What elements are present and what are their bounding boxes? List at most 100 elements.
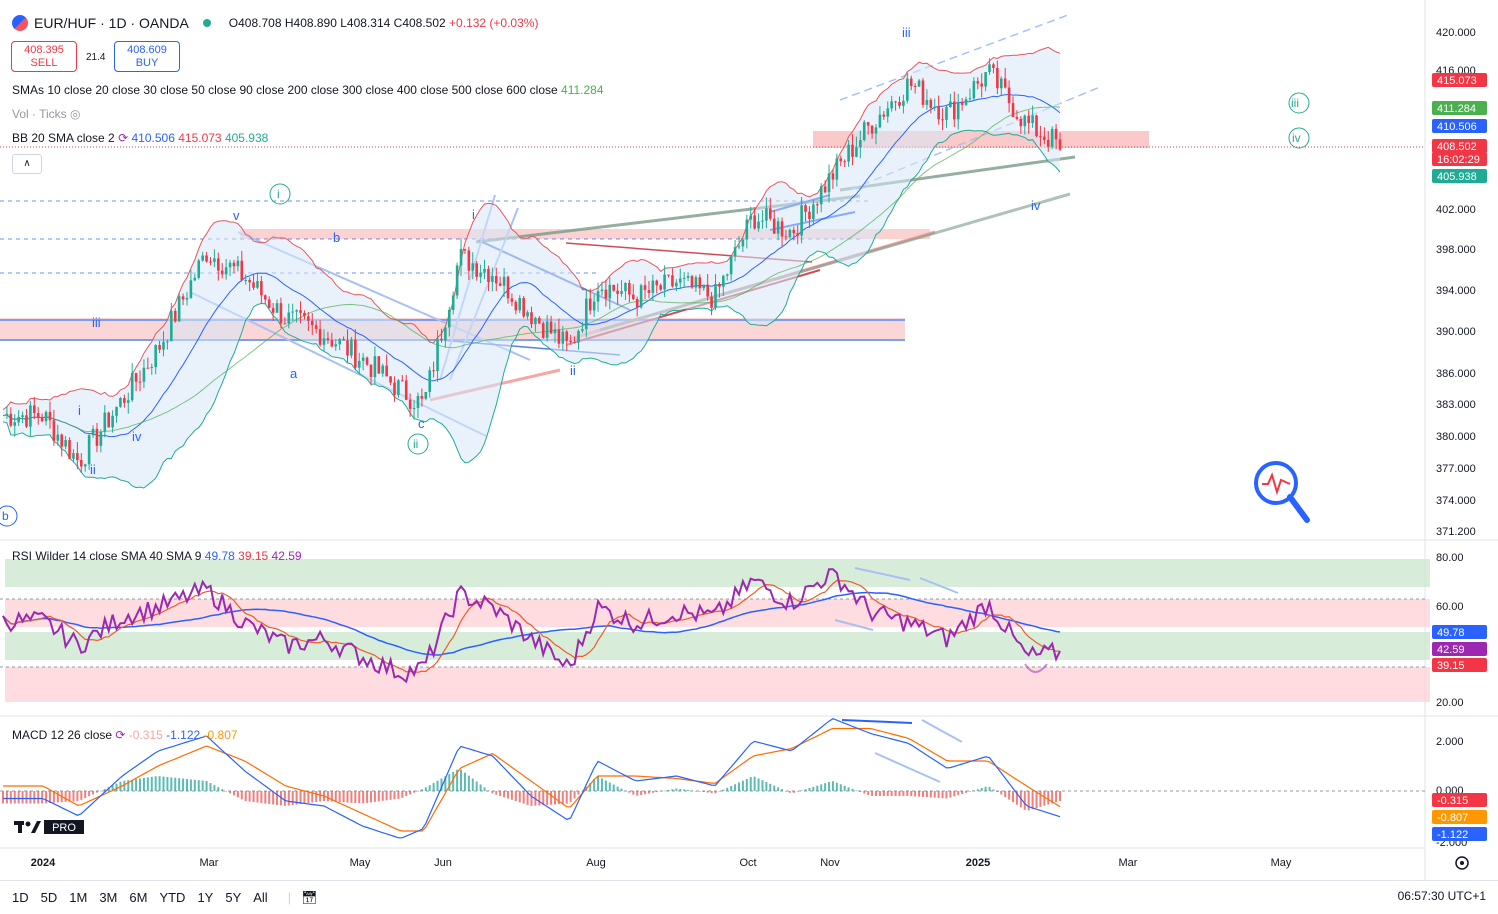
- macd-histogram-bar: [581, 790, 584, 792]
- candle: [761, 210, 764, 229]
- bb-legend-label: BB 20 SMA close 2: [12, 131, 115, 145]
- candle: [197, 258, 201, 280]
- candle: [776, 217, 780, 241]
- timeframe-6m[interactable]: 6M: [129, 890, 148, 905]
- market-open-dot: [202, 19, 211, 27]
- macd-line-value: -1.122: [166, 728, 201, 742]
- candle: [847, 140, 850, 167]
- collapse-legend-button[interactable]: ∧: [12, 154, 42, 174]
- magnifier-icon[interactable]: [1254, 461, 1310, 523]
- candle: [60, 433, 64, 457]
- candle: [401, 374, 404, 382]
- candle: [827, 164, 831, 203]
- price-axis-tick: 380.000: [1436, 431, 1476, 443]
- macd-histogram-bar: [972, 790, 975, 791]
- macd-histogram-bar: [37, 791, 40, 804]
- macd-histogram-bar: [428, 785, 431, 791]
- candle: [843, 159, 846, 168]
- svg-text:411.284: 411.284: [1437, 103, 1476, 115]
- buy-price: 408.609: [127, 44, 167, 56]
- timeframe-ytd[interactable]: YTD: [159, 890, 186, 905]
- macd-histogram-bar: [283, 791, 286, 806]
- gear-icon[interactable]: [1455, 856, 1469, 870]
- macd-histogram-bar: [389, 791, 392, 800]
- candle: [592, 294, 596, 317]
- clock[interactable]: 06:57:30 UTC+1: [1397, 889, 1486, 903]
- macd-histogram-bar: [550, 791, 553, 805]
- candle: [1035, 114, 1038, 138]
- tradingview-logo[interactable]: PRO: [14, 818, 84, 836]
- macd-histogram-bar: [565, 791, 568, 804]
- macd-histogram-bar: [1039, 791, 1042, 807]
- volume-legend[interactable]: Vol · Ticks ◎: [12, 107, 81, 121]
- timeframe-all[interactable]: All: [253, 890, 268, 905]
- timeframe-1m[interactable]: 1M: [69, 890, 88, 905]
- macd-histogram-bar: [875, 791, 878, 796]
- macd-histogram-bar: [68, 791, 71, 802]
- candle: [999, 76, 1003, 96]
- candle: [616, 283, 619, 305]
- candle: [17, 410, 20, 427]
- candle: [420, 388, 424, 407]
- macd-histogram-bar: [671, 789, 674, 791]
- macd-histogram-bar: [436, 780, 439, 791]
- timeframe-3m[interactable]: 3M: [99, 890, 118, 905]
- rsi-legend[interactable]: RSI Wilder 14 close SMA 40 SMA 9 49.78 3…: [12, 549, 302, 563]
- candle: [620, 280, 623, 297]
- wave-a: a: [290, 366, 298, 381]
- candle: [189, 269, 193, 299]
- macd-histogram-bar: [373, 791, 376, 802]
- candle: [263, 294, 267, 304]
- macd-histogram-bar: [456, 769, 459, 791]
- macd-histogram-bar: [992, 789, 995, 791]
- macd-histogram-bar: [260, 791, 263, 804]
- macd-histogram-bar: [921, 791, 924, 797]
- candle: [134, 372, 138, 392]
- sma-legend[interactable]: SMAs 10 close 20 close 30 close 50 close…: [12, 83, 604, 97]
- candle: [796, 225, 800, 245]
- candle: [440, 328, 443, 343]
- bb-legend[interactable]: BB 20 SMA close 2 ⟳ 410.506 415.073 405.…: [12, 131, 268, 145]
- macd-histogram-bar: [17, 791, 20, 804]
- open-value: O408.708: [228, 16, 282, 30]
- timeframe-1d[interactable]: 1D: [12, 890, 29, 905]
- macd-histogram-bar: [178, 778, 181, 791]
- candle: [1003, 67, 1007, 89]
- candle: [698, 274, 702, 295]
- candle: [455, 262, 459, 299]
- candle: [471, 252, 475, 280]
- macd-histogram-bar: [945, 791, 948, 799]
- timeframe-1y[interactable]: 1Y: [197, 890, 214, 905]
- wave-c: c: [418, 416, 425, 431]
- macd-histogram-bar: [644, 791, 647, 795]
- macd-histogram-bar: [197, 780, 200, 791]
- macd-histogram-bar: [491, 791, 494, 794]
- calendar-icon[interactable]: 📅︎: [301, 889, 318, 905]
- macd-histogram-bar: [824, 783, 827, 791]
- wave-i-circle: i: [277, 187, 280, 201]
- macd-histogram-bar: [898, 791, 901, 796]
- macd-histogram-bar: [401, 791, 404, 798]
- timeframe-5d[interactable]: 5D: [40, 890, 58, 905]
- candle: [115, 406, 118, 423]
- timeframe-5y[interactable]: 5Y: [225, 890, 242, 905]
- candle: [737, 235, 741, 250]
- sell-price: 408.395: [24, 44, 64, 56]
- macd-histogram-bar: [867, 791, 870, 796]
- symbol-title[interactable]: EUR/HUF · 1D · OANDA: [34, 15, 189, 31]
- macd-histogram-bar: [432, 782, 435, 791]
- eye-hidden-icon[interactable]: ◎: [70, 107, 81, 121]
- candle: [408, 393, 412, 417]
- macd-histogram-bar: [906, 791, 909, 796]
- macd-legend[interactable]: MACD 12 26 close ⟳ -0.315 -1.122 -0.807: [12, 728, 238, 742]
- macd-histogram-bar: [647, 791, 650, 794]
- buy-button[interactable]: 408.609 BUY: [114, 41, 180, 72]
- macd-histogram-bar: [291, 791, 294, 806]
- macd-histogram-bar: [597, 776, 600, 791]
- sell-button[interactable]: 408.395 SELL: [11, 41, 77, 72]
- candle: [667, 274, 670, 278]
- candle: [792, 226, 796, 241]
- svg-text:-1.122: -1.122: [1437, 829, 1468, 841]
- sma-legend-label: SMAs 10 close 20 close 30 close 50 close…: [12, 83, 558, 97]
